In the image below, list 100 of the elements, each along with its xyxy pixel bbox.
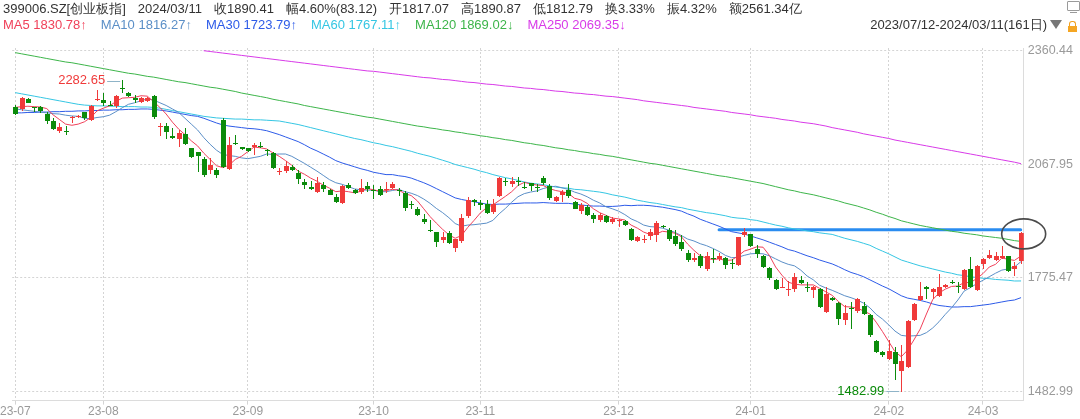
candlestick	[315, 177, 320, 192]
candlestick	[968, 257, 973, 287]
candlestick	[818, 289, 823, 307]
x-tick-label: 24-03	[967, 404, 999, 419]
candlestick	[585, 207, 590, 215]
candlestick	[284, 161, 289, 171]
text: MA10 1816.27↑	[100, 17, 192, 32]
candlestick	[365, 182, 370, 192]
candlestick	[591, 215, 596, 223]
candlestick	[918, 282, 923, 300]
candlestick	[101, 93, 106, 106]
candlestick	[742, 228, 747, 235]
text: 额2561.34亿	[728, 1, 802, 16]
candlestick	[45, 114, 50, 124]
candlestick	[510, 177, 515, 187]
candlestick	[208, 158, 213, 174]
candlestick	[899, 345, 904, 392]
text: 高1890.87	[461, 1, 521, 16]
candlestick	[371, 185, 376, 199]
candlestick	[82, 112, 87, 118]
candlestick	[535, 184, 540, 192]
text: 幅4.60%(83.12)	[285, 1, 377, 16]
candlestick	[108, 101, 113, 106]
candlestick	[981, 259, 986, 269]
candlestick	[956, 282, 961, 293]
candlestick	[987, 250, 992, 258]
candlestick	[1012, 262, 1017, 276]
candlestick	[635, 237, 640, 241]
candlestick	[566, 184, 571, 196]
candlestick	[133, 95, 138, 103]
candlestick	[610, 219, 615, 222]
x-tick-label: 23-10	[358, 404, 390, 419]
candlestick	[434, 232, 439, 247]
candlestick	[328, 190, 333, 195]
candlestick	[378, 186, 383, 195]
candlestick	[252, 145, 257, 155]
candlestick	[705, 252, 710, 269]
candlestick	[497, 178, 502, 196]
text: MA250 2069.35↓	[527, 17, 626, 32]
candlestick	[843, 305, 848, 325]
candlestick	[792, 273, 797, 292]
candlestick	[522, 182, 527, 188]
candlestick	[258, 142, 263, 147]
candlestick	[441, 232, 446, 243]
y-tick-label: 2067.95	[1027, 156, 1074, 171]
candlestick	[824, 287, 829, 312]
candlestick	[748, 234, 753, 246]
candlestick	[962, 270, 967, 289]
text: 低1812.79	[533, 1, 593, 16]
candlestick	[214, 170, 219, 178]
candlestick	[686, 250, 691, 260]
candlestick	[880, 352, 885, 355]
candlestick	[26, 99, 31, 103]
text: MA60 1767.11↑	[311, 17, 402, 32]
candlestick	[836, 303, 841, 325]
candlestick	[560, 192, 565, 202]
text: 换3.33%	[605, 1, 655, 16]
candlestick	[554, 197, 559, 201]
candlestick	[302, 179, 307, 189]
candlestick	[723, 258, 728, 269]
candlestick	[623, 221, 628, 225]
candlestick	[126, 93, 131, 96]
candlestick	[767, 268, 772, 278]
text: 2282.65	[58, 72, 106, 88]
candlestick	[868, 315, 873, 335]
candlestick	[170, 128, 175, 138]
y-tick-label: 1482.99	[1027, 383, 1074, 398]
y-tick-label: 2360.44	[1027, 43, 1074, 57]
candlestick	[924, 287, 929, 299]
candlestick	[598, 215, 603, 220]
candlestick	[642, 235, 647, 243]
candlestick	[64, 126, 69, 135]
candlestick	[466, 197, 471, 216]
candlestick	[617, 220, 622, 227]
text: 2024/03/11	[137, 1, 202, 16]
candlestick	[849, 302, 854, 329]
candlestick	[529, 183, 534, 191]
text: MA30 1723.79↑	[205, 17, 297, 32]
candlestick	[277, 168, 282, 175]
candlestick	[730, 259, 735, 269]
candlestick	[51, 118, 56, 129]
text: 1482.99	[837, 382, 885, 398]
candlestick	[503, 178, 508, 186]
candlestick	[346, 185, 351, 188]
candlestick	[359, 179, 364, 192]
candlestick	[799, 276, 804, 283]
candlestick	[906, 321, 911, 367]
candlestick	[629, 229, 634, 240]
candlestick	[20, 98, 25, 109]
candlestick	[604, 216, 609, 222]
candlestick	[485, 200, 490, 213]
candlestick	[491, 199, 496, 212]
candlestick	[340, 186, 345, 203]
candlestick	[874, 341, 879, 352]
candlestick	[189, 148, 194, 157]
candlestick	[579, 205, 584, 214]
text: 收1890.41	[213, 1, 274, 16]
candlestick	[233, 135, 238, 144]
x-tick-label: 23-11	[465, 404, 496, 419]
candlestick	[547, 186, 552, 198]
